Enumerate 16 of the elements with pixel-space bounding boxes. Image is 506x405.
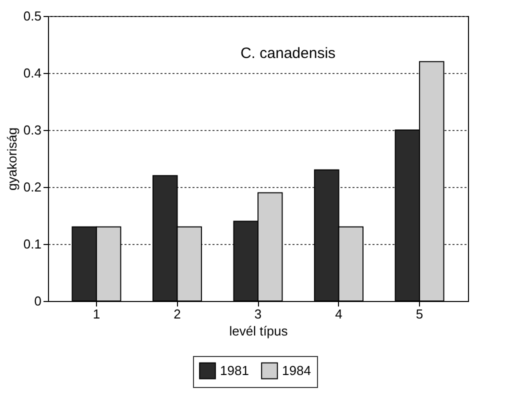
x-tick-label: 4	[335, 306, 342, 322]
x-axis-title: levél típus	[229, 324, 288, 338]
y-tick-label: 0.3	[23, 122, 42, 138]
y-tick-label: 0.1	[23, 236, 42, 252]
y-tick-label: 0.2	[23, 180, 42, 194]
text: C. canadensis	[240, 45, 336, 62]
x-tick-label: 3	[254, 306, 262, 322]
y-tick-label: 0.5	[23, 8, 42, 24]
y-axis-title: gyakoriság	[4, 128, 20, 190]
x-tick-label: 2	[174, 306, 181, 322]
y-tick-label: 0	[34, 294, 42, 308]
x-tick-label: 5	[416, 306, 424, 322]
legend-label: 1984	[282, 362, 311, 378]
legend-label: 1981	[220, 362, 249, 378]
x-tick-label: 1	[92, 306, 100, 322]
y-tick-label: 0.4	[23, 66, 42, 80]
